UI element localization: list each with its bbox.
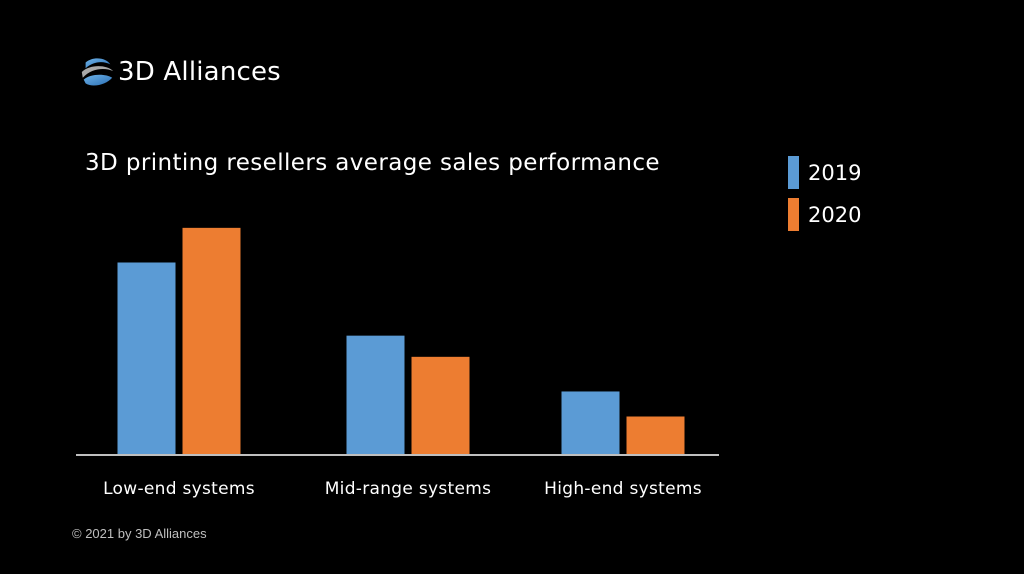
chart-title: 3D printing resellers average sales perf… xyxy=(85,150,660,176)
legend-label-2020: 2020 xyxy=(808,202,862,227)
category-label: Low-end systems xyxy=(103,479,255,499)
bar-2019-mid-range-systems xyxy=(346,335,405,455)
logo-text: 3D Alliances xyxy=(118,57,281,87)
legend: 2019 2020 xyxy=(788,156,861,240)
legend-label-2019: 2019 xyxy=(808,160,862,185)
bar-2020-mid-range-systems xyxy=(411,356,470,455)
legend-swatch-2020 xyxy=(788,198,799,231)
globe-logo-icon xyxy=(81,58,114,86)
category-label: High-end systems xyxy=(544,479,702,499)
copyright-notice: © 2021 by 3D Alliances xyxy=(72,526,207,541)
brand-logo: 3D Alliances xyxy=(78,52,281,92)
category-label: Mid-range systems xyxy=(325,479,492,499)
bar-2020-low-end-systems xyxy=(182,227,241,455)
legend-item-2019: 2019 xyxy=(788,156,861,189)
bar-2020-high-end-systems xyxy=(626,416,685,455)
legend-item-2020: 2020 xyxy=(788,198,861,231)
legend-swatch-2019 xyxy=(788,156,799,189)
bar-2019-high-end-systems xyxy=(561,391,620,455)
bar-2019-low-end-systems xyxy=(117,262,176,455)
